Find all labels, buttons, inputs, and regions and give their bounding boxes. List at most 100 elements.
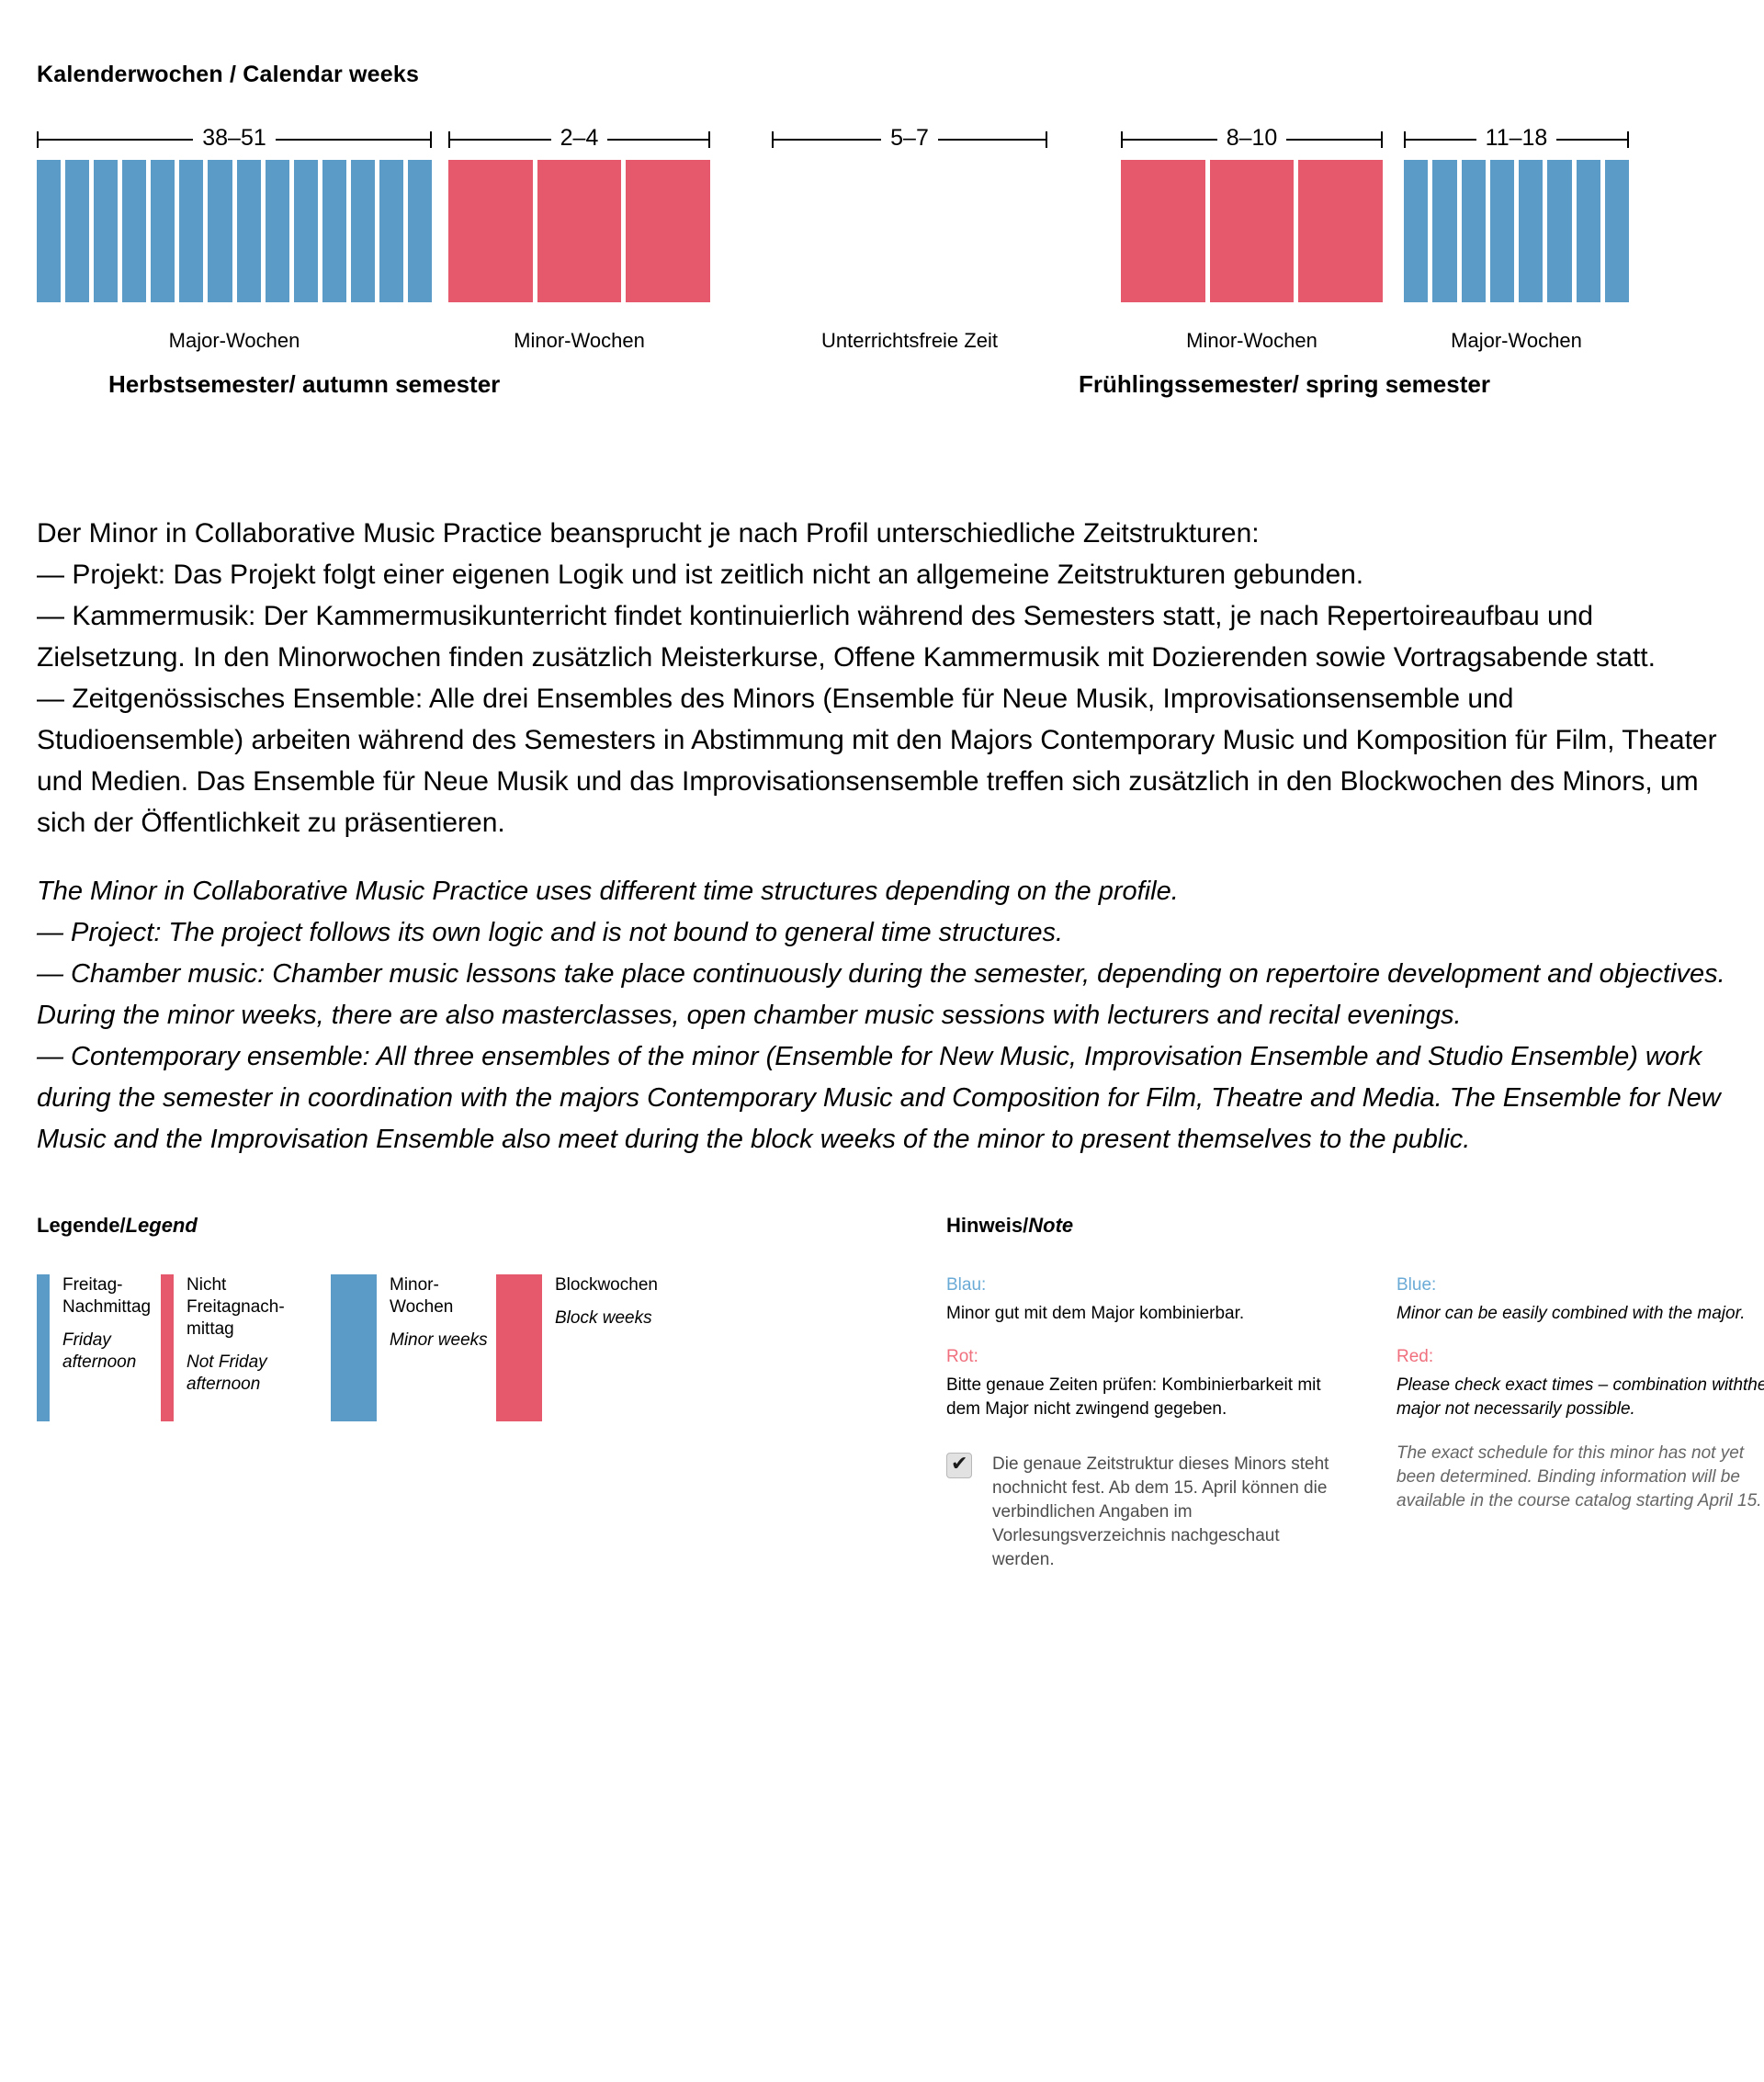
bracket-cap-right bbox=[430, 131, 432, 148]
legend-item-minor-weeks: Minor-Wochen Minor weeks bbox=[331, 1274, 496, 1421]
legend-label: Blockwochen Block weeks bbox=[555, 1274, 658, 1330]
legend-swatch-red-thin bbox=[161, 1274, 174, 1421]
span-bracket-38-51: 38–51 bbox=[37, 125, 432, 151]
legend-label-de: Nicht Freitagnach-mittag bbox=[187, 1275, 285, 1339]
semester-caption-spring: Frühlingssemester/ spring semester bbox=[1079, 370, 1490, 398]
check-icon: ✔ bbox=[951, 1452, 968, 1475]
note-red-label-de: Rot: bbox=[946, 1347, 978, 1366]
note-blue-text-en: Minor can be easily combined with the ma… bbox=[1396, 1304, 1746, 1323]
note-footnote-en: The exact schedule for this minor has no… bbox=[1396, 1443, 1762, 1511]
bottom-section: Legende/Legend Freitag-Nachmittag Friday… bbox=[37, 1214, 1764, 1572]
week-bar bbox=[1404, 160, 1429, 302]
note-grid: Blau: Minor gut mit dem Major kombinierb… bbox=[946, 1274, 1764, 1572]
span-label: 5–7 bbox=[772, 124, 1047, 152]
legend-label: Freitag-Nachmittag Friday afternoon bbox=[62, 1274, 161, 1374]
legend-swatch-blue-thin bbox=[37, 1274, 50, 1421]
de-item-chamber: — Kammermusik: Der Kammermusikunterricht… bbox=[37, 601, 1656, 673]
week-bar bbox=[236, 160, 261, 302]
chart-blocks-row: 38–51 bbox=[37, 125, 1727, 398]
page-title: Kalenderwochen / Calendar weeks bbox=[37, 62, 420, 87]
week-bar bbox=[408, 160, 433, 302]
week-bar bbox=[537, 160, 622, 302]
group-caption-major-autumn: Major-Wochen bbox=[168, 329, 300, 352]
note-blue-label-en: Blue: bbox=[1396, 1275, 1437, 1295]
body-text-english: The Minor in Collaborative Music Practic… bbox=[37, 871, 1727, 1160]
span-bracket-11-18: 11–18 bbox=[1404, 125, 1629, 151]
legend-item-friday-afternoon: Freitag-Nachmittag Friday afternoon bbox=[37, 1274, 161, 1421]
span-label-text: 2–4 bbox=[550, 125, 608, 151]
bracket-cap-right bbox=[1381, 131, 1383, 148]
bars-group-2 bbox=[448, 160, 711, 302]
week-bar bbox=[322, 160, 346, 302]
en-item-ensemble: — Contemporary ensemble: All three ensem… bbox=[37, 1042, 1721, 1154]
legend-swatch-blue-thick bbox=[331, 1274, 377, 1421]
week-bar bbox=[379, 160, 404, 302]
bracket-cap-right bbox=[708, 131, 710, 148]
legend-heading-de: Legende/ bbox=[37, 1214, 126, 1237]
span-label-text: 5–7 bbox=[881, 125, 938, 151]
span-label: 38–51 bbox=[37, 124, 432, 152]
bracket-cap-right bbox=[1627, 131, 1629, 148]
legend-column: Legende/Legend Freitag-Nachmittag Friday… bbox=[37, 1214, 946, 1421]
week-bar bbox=[65, 160, 90, 302]
legend-heading: Legende/Legend bbox=[37, 1214, 946, 1238]
bracket-cap-left bbox=[772, 131, 774, 148]
calendar-weeks-chart: 38–51 bbox=[37, 125, 1727, 404]
legend-label-en: Block weeks bbox=[555, 1308, 652, 1328]
legend-label-de: Minor-Wochen bbox=[390, 1275, 454, 1317]
de-item-ensemble: — Zeitgenössisches Ensemble: Alle drei E… bbox=[37, 684, 1717, 838]
legend-item-block-weeks: Blockwochen Block weeks bbox=[496, 1274, 680, 1421]
semester-caption-autumn: Herbstsemester/ autumn semester bbox=[108, 370, 501, 398]
legend-label: Nicht Freitagnach-mittag Not Friday afte… bbox=[187, 1274, 324, 1396]
en-item-chamber: — Chamber music: Chamber music lessons t… bbox=[37, 959, 1725, 1030]
week-bar bbox=[1576, 160, 1600, 302]
week-bar bbox=[122, 160, 147, 302]
de-item-project: — Projekt: Das Projekt folgt einer eigen… bbox=[37, 560, 1364, 590]
bars-group-4 bbox=[1121, 160, 1384, 302]
legend-label-en: Minor weeks bbox=[390, 1330, 488, 1350]
bracket-cap-right bbox=[1046, 131, 1047, 148]
note-blue-label-de: Blau: bbox=[946, 1275, 987, 1295]
span-label: 2–4 bbox=[448, 124, 710, 152]
week-bar bbox=[1298, 160, 1384, 302]
body-text-german: Der Minor in Collaborative Music Practic… bbox=[37, 513, 1727, 843]
note-red-label-en: Red: bbox=[1396, 1347, 1434, 1366]
schedule-pending-checkbox-row[interactable]: ✔ Die genaue Zeitstruktur dieses Minors … bbox=[946, 1452, 1332, 1572]
week-bar bbox=[293, 160, 318, 302]
group-caption-minor-autumn: Minor-Wochen bbox=[514, 329, 645, 352]
week-bar bbox=[1121, 160, 1205, 302]
note-blue-text-de: Minor gut mit dem Major kombinierbar. bbox=[946, 1304, 1245, 1323]
week-bar bbox=[151, 160, 175, 302]
legend-heading-en: Legend bbox=[125, 1214, 198, 1237]
en-item-project: — Project: The project follows its own l… bbox=[37, 918, 1064, 947]
week-bar bbox=[1432, 160, 1457, 302]
checkbox-checked[interactable]: ✔ bbox=[946, 1452, 972, 1478]
note-heading: Hinweis/Note bbox=[946, 1214, 1764, 1238]
span-bracket-2-4: 2–4 bbox=[448, 125, 710, 151]
span-label: 11–18 bbox=[1404, 124, 1629, 152]
week-bar bbox=[1209, 160, 1295, 302]
note-german: Blau: Minor gut mit dem Major kombinierb… bbox=[946, 1274, 1332, 1572]
note-heading-de: Hinweis/ bbox=[946, 1214, 1029, 1237]
span-label: 8–10 bbox=[1121, 124, 1383, 152]
note-red-text-en: Please check exact times – combination w… bbox=[1396, 1375, 1764, 1419]
span-label-text: 8–10 bbox=[1216, 125, 1287, 151]
span-bracket-5-7: 5–7 bbox=[772, 125, 1047, 151]
note-column: Hinweis/Note Blau: Minor gut mit dem Maj… bbox=[946, 1214, 1764, 1572]
bracket-cap-left bbox=[1121, 131, 1123, 148]
legend-label: Minor-Wochen Minor weeks bbox=[390, 1274, 496, 1352]
week-bar bbox=[1489, 160, 1514, 302]
group-caption-major-spring: Major-Wochen bbox=[1451, 329, 1582, 352]
span-label-text: 11–18 bbox=[1476, 125, 1557, 151]
legend-label-de: Blockwochen bbox=[555, 1275, 658, 1295]
en-intro: The Minor in Collaborative Music Practic… bbox=[37, 877, 1179, 906]
legend-label-de: Freitag-Nachmittag bbox=[62, 1275, 152, 1317]
de-intro: Der Minor in Collaborative Music Practic… bbox=[37, 518, 1260, 549]
checkbox-label-de: Die genaue Zeitstruktur dieses Minors st… bbox=[992, 1454, 1329, 1569]
bars-group-5 bbox=[1404, 160, 1629, 302]
week-bar bbox=[350, 160, 375, 302]
note-heading-en: Note bbox=[1028, 1214, 1074, 1237]
week-bar bbox=[179, 160, 204, 302]
legend-label-en: Not Friday afternoon bbox=[187, 1352, 267, 1394]
week-bar bbox=[1461, 160, 1486, 302]
